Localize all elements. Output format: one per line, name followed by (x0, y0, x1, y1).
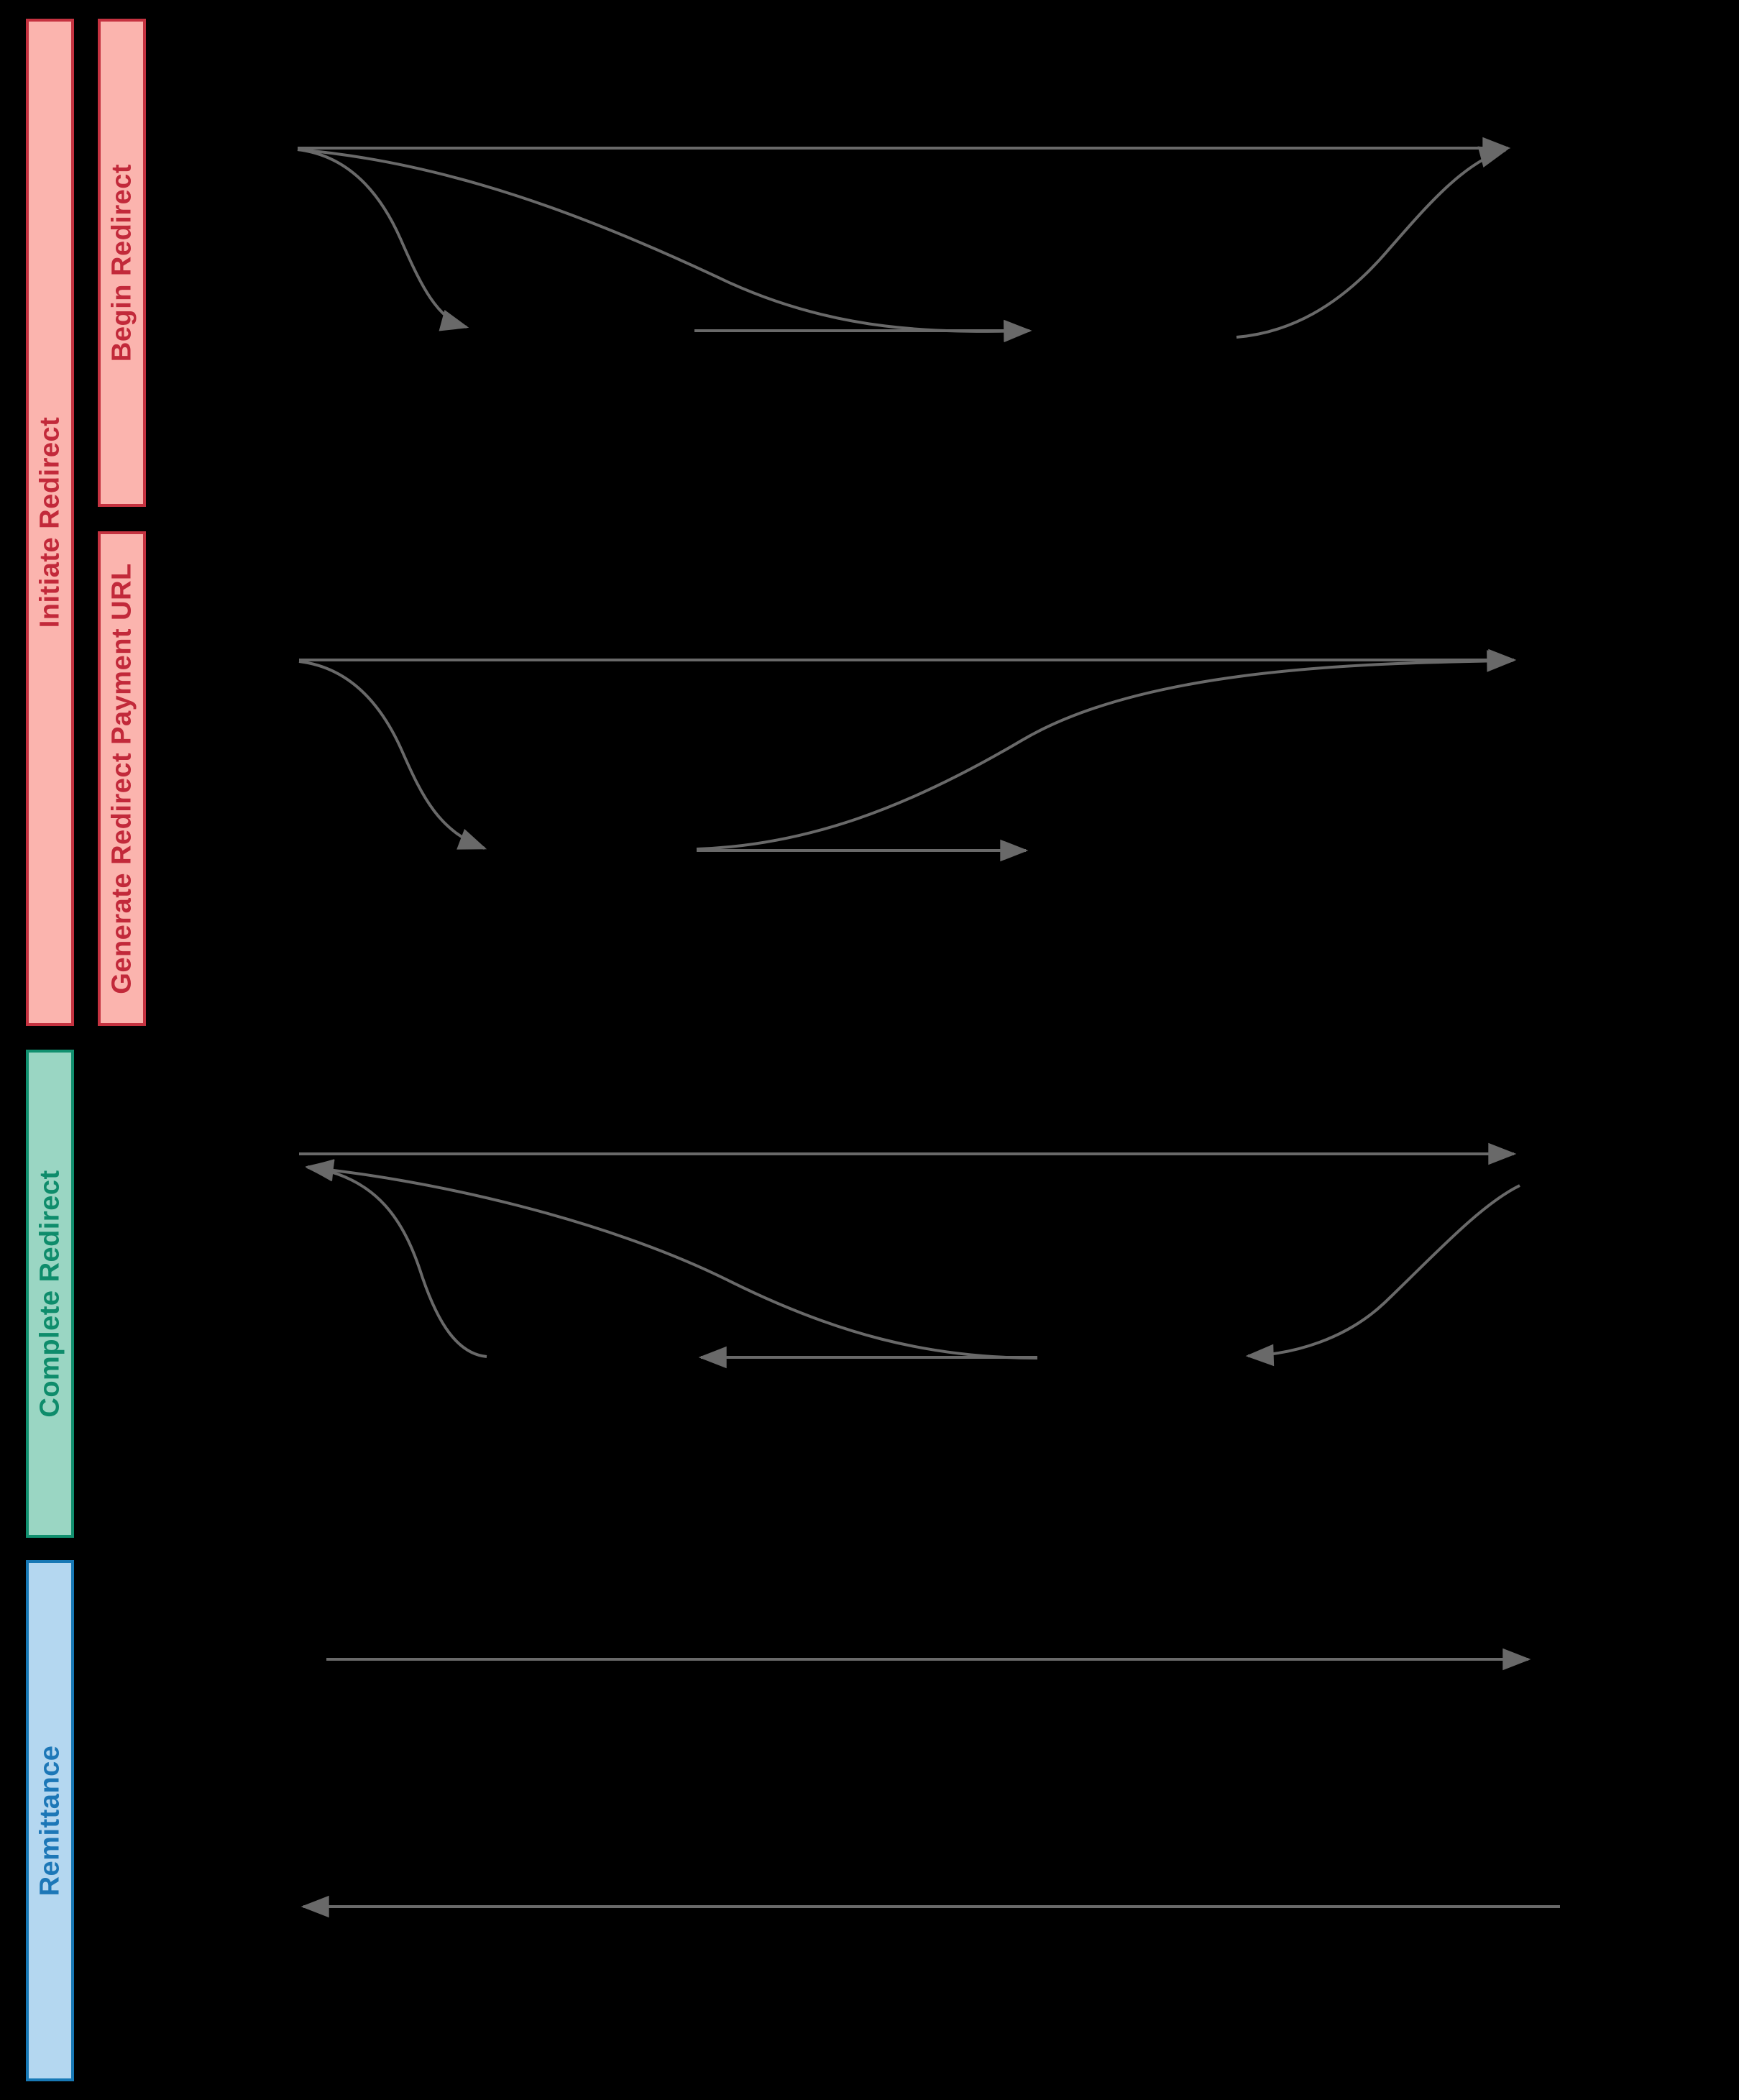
section-bar-initiate-redirect (26, 19, 74, 1026)
section-label-generate-redirect-payment-url: Generate Redirect Payment URL (107, 563, 137, 994)
section-label-complete-redirect: Complete Redirect (35, 1170, 65, 1417)
section-label-remittance: Remittance (35, 1746, 65, 1897)
arrow-begin-up-right-curve (1236, 146, 1508, 339)
arrow-begin-down-left-curve (297, 148, 469, 331)
section-bar-generate-redirect-payment-url (98, 531, 146, 1026)
section-bar-complete-redirect (26, 1050, 74, 1538)
section-bar-remittance (26, 1560, 74, 2081)
flow-generate-redirect-payment-url (298, 648, 1517, 862)
flow-begin-redirect (297, 137, 1511, 343)
arrow-complete-left-sweep-curve (305, 1159, 1038, 1360)
section-label-begin-redirect: Begin Redirect (107, 164, 137, 362)
arrow-generate-down-left-curve (298, 660, 487, 850)
flow-remittance (300, 1648, 1560, 1918)
arrow-complete-up-left-curve (305, 1159, 487, 1358)
section-label-initiate-redirect: Initiate Redirect (35, 417, 65, 628)
phase-bars: Initiate Redirect Begin Redirect Generat… (26, 19, 146, 2081)
arrow-generate-up-sweep-curve (696, 650, 1515, 850)
arrow-complete-down-left-curve (1245, 1184, 1520, 1367)
flow-complete-redirect (299, 1142, 1520, 1369)
section-bar-begin-redirect (98, 19, 146, 507)
